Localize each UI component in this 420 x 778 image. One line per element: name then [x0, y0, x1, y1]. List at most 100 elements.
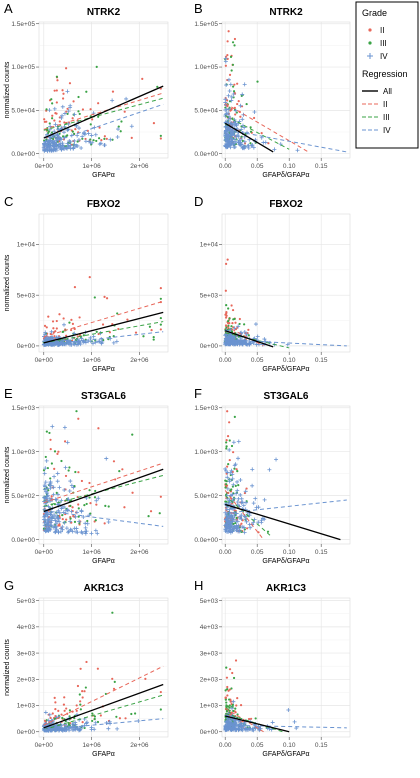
point-grade-IV [230, 139, 235, 144]
point-grade-III [88, 496, 91, 499]
point-grade-II [237, 100, 240, 103]
point-grade-II [77, 417, 80, 420]
point-grade-II [66, 107, 69, 110]
point-grade-IV [230, 492, 235, 497]
point-grade-IV [223, 333, 228, 337]
point-grade-II [235, 468, 238, 471]
point-grade-II [252, 116, 256, 120]
point-grade-IV [43, 517, 48, 522]
data-points [41, 410, 164, 536]
chart-title: NTRK2 [269, 7, 303, 18]
point-grade-III [156, 85, 159, 88]
point-grade-II [159, 690, 162, 694]
point-grade-IV [73, 720, 78, 725]
point-grade-IV [46, 718, 51, 723]
point-grade-IV [48, 515, 53, 520]
point-grade-III [237, 484, 240, 487]
point-grade-II [72, 100, 75, 103]
point-grade-IV [79, 529, 84, 534]
point-grade-II [228, 668, 232, 671]
point-grade-II [47, 315, 50, 318]
point-grade-IV [42, 514, 47, 519]
point-grade-IV [48, 481, 53, 486]
point-grade-IV [68, 527, 73, 532]
panel-G: G AKR1C3 0e+00 1e+03 2e+03 3e+03 4e+03 5e+03 0e+… [4, 578, 169, 758]
point-grade-IV [46, 528, 51, 533]
y-axis-title: normalized counts [4, 639, 11, 696]
chart-title: AKR1C3 [266, 583, 306, 594]
point-grade-III [89, 512, 92, 515]
point-grade-IV [54, 142, 59, 147]
point-grade-IV [228, 513, 233, 518]
point-grade-III [225, 710, 229, 713]
point-grade-IV [250, 728, 255, 733]
point-grade-II [111, 90, 115, 93]
point-grade-IV [53, 135, 58, 140]
point-grade-IV [226, 77, 231, 82]
point-grade-II [105, 137, 108, 140]
point-grade-IV [227, 523, 232, 528]
point-grade-III [95, 330, 98, 333]
point-grade-III [61, 135, 65, 138]
point-grade-III [116, 312, 119, 315]
point-grade-II [99, 714, 102, 717]
point-grade-IV [236, 140, 241, 145]
chart-title: ST3GAL6 [81, 391, 126, 402]
point-grade-IV [60, 113, 65, 118]
point-grade-III [152, 335, 155, 339]
point-grade-II [131, 491, 134, 494]
point-grade-IV [231, 339, 236, 344]
point-grade-III [225, 441, 228, 444]
point-grade-II [159, 287, 162, 290]
point-grade-IV [110, 98, 115, 103]
point-grade-III [227, 324, 230, 327]
point-grade-II [80, 479, 84, 483]
point-grade-III [231, 41, 235, 44]
point-grade-IV [60, 143, 65, 148]
point-grade-II [118, 717, 122, 720]
point-grade-III [107, 505, 110, 508]
point-grade-III [43, 139, 46, 142]
point-grade-II [225, 312, 228, 315]
plot-area [221, 21, 351, 159]
point-grade-IV [230, 706, 235, 711]
point-grade-IV [239, 127, 244, 132]
point-grade-III [74, 470, 77, 474]
point-grade-III [69, 517, 72, 520]
point-grade-IV [229, 726, 234, 731]
point-grade-II [103, 522, 106, 525]
point-grade-II [63, 440, 67, 443]
x-tick-label: 1e+06 [82, 742, 101, 749]
legend-marker-II [368, 28, 372, 32]
plot-area [221, 213, 351, 353]
point-grade-IV [251, 501, 256, 506]
y-tick-label: 3e+03 [17, 650, 36, 657]
point-grade-IV [253, 496, 258, 501]
point-grade-IV [230, 137, 235, 142]
y-tick-label: 5.0e+04 [194, 108, 218, 115]
point-grade-IV [228, 519, 233, 524]
point-grade-II [49, 438, 52, 441]
point-grade-IV [240, 342, 245, 347]
panel-F: F ST3GAL6 0.0e+00 5.0e+02 1.0e+03 1.5e+03 0.00… [194, 386, 351, 565]
y-tick-label: 1.5e+03 [11, 405, 35, 412]
point-grade-II [56, 79, 59, 82]
point-grade-IV [56, 516, 61, 521]
point-grade-III [45, 108, 48, 111]
point-grade-III [159, 323, 162, 326]
point-grade-IV [238, 103, 243, 108]
y-tick-label: 2e+03 [17, 677, 36, 684]
point-grade-IV [227, 717, 232, 722]
point-grade-II [236, 102, 239, 106]
point-grade-III [130, 712, 133, 716]
panel-H: H AKR1C3 0e+00 1e+03 2e+03 3e+03 4e+03 5e+03 0.0… [194, 578, 351, 758]
point-grade-IV [237, 528, 242, 533]
point-grade-IV [93, 528, 98, 533]
x-tick-label: 0.10 [283, 549, 296, 556]
point-grade-III [227, 307, 230, 310]
point-grade-II [226, 694, 229, 697]
point-grade-III [66, 112, 69, 115]
point-grade-III [113, 680, 116, 684]
panel-letter-H: H [194, 578, 203, 593]
point-grade-IV [66, 143, 71, 148]
